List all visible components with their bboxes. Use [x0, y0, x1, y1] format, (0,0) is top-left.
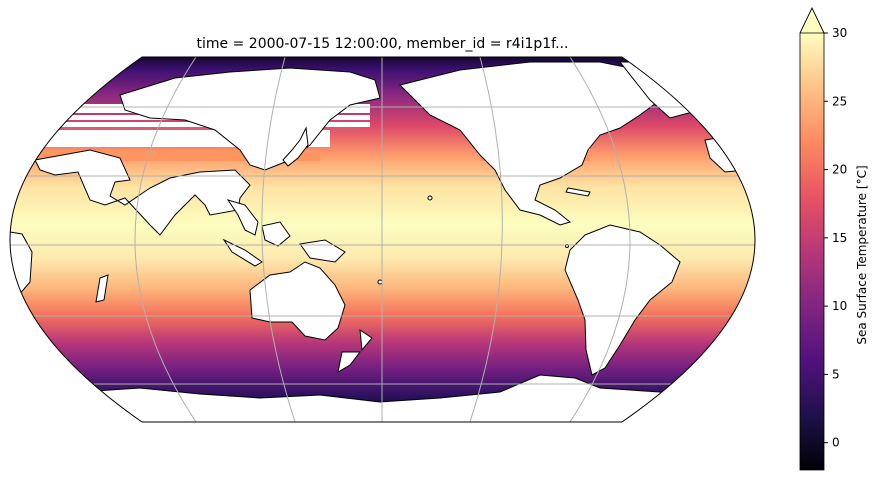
colorbar: 0 5 10 15 20 25 30 [799, 7, 847, 471]
colorbar-gradient [800, 33, 824, 470]
land-madagascar [95, 274, 109, 303]
land-japan [282, 126, 309, 167]
land-south-america [564, 224, 681, 376]
stripe-artifact-warm [30, 150, 320, 161]
map-panel[interactable] [0, 50, 770, 430]
colorbar-tick-label: 30 [832, 26, 847, 40]
map-title: time = 2000-07-15 12:00:00, member_id = … [196, 36, 569, 52]
land-asia-northeast [119, 67, 381, 171]
colorbar-tick-label: 20 [832, 163, 847, 177]
land-new-zealand [359, 328, 373, 352]
land-masses [10, 61, 755, 422]
land-cuba [565, 187, 591, 197]
land-borneo [261, 221, 291, 247]
land-new-zealand-south [337, 351, 362, 373]
gridlines [10, 57, 755, 422]
colorbar-extend-max [799, 7, 825, 34]
colorbar-tick-label: 5 [832, 367, 840, 381]
colorbar-border [799, 7, 825, 471]
colorbar-tick-label: 0 [832, 436, 840, 450]
colorbar-tick-label: 25 [832, 94, 847, 108]
land-sumatra [222, 238, 263, 267]
colorbar-label: Sea Surface Temperature [°C] [855, 165, 869, 344]
land-se-asia [226, 199, 259, 236]
colorbar-tick-label: 10 [832, 299, 847, 313]
colorbar-tick-label: 15 [832, 231, 847, 245]
globe-outline [9, 56, 756, 423]
